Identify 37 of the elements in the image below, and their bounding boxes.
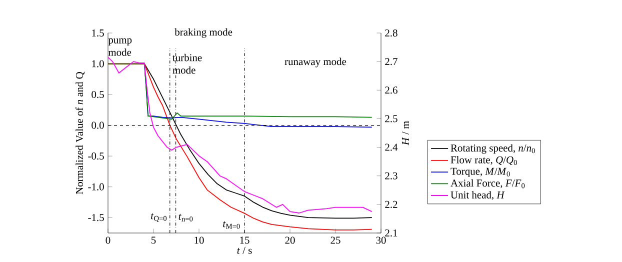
y2-tick-label: 2.6 <box>385 86 398 94</box>
annotation: t$_{n=0}$ <box>178 214 193 222</box>
x-tick-label: 10 <box>194 236 204 244</box>
y-tick-label: -0.5 <box>88 152 104 160</box>
annotation: braking mode <box>174 28 232 38</box>
x-tick-label: 30 <box>376 236 386 244</box>
y-axis-title: Normalized Value of n and Q <box>76 72 85 194</box>
legend-label: Flow rate, Q/Q$_{0}$ <box>450 156 517 165</box>
annotation: t$_{M=0}$ <box>223 221 240 229</box>
y2-axis-title: H / m <box>402 121 409 146</box>
y2-tick-label: 2.7 <box>385 58 398 66</box>
legend-label: Axial Force, F/F$_{0}$ <box>450 179 525 188</box>
x-axis-title: t / s <box>237 246 252 254</box>
x-tick-label: 20 <box>285 236 295 244</box>
y2-tick-label: 2.8 <box>385 29 398 37</box>
y2-tick-label: 2.1 <box>385 229 398 237</box>
annotation: runaway mode <box>284 58 346 68</box>
x-tick-label: 0 <box>106 236 110 244</box>
legend-label: Unit head, H <box>450 191 505 200</box>
legend-label: Rotating speed, n/n$_{0}$ <box>450 144 535 154</box>
x-tick-label: 15 <box>240 236 250 244</box>
x-tick-label: 5 <box>151 236 156 244</box>
y2-tick-label: 2.5 <box>385 115 398 122</box>
annotation: pump mode <box>108 38 132 56</box>
x-tick-label: 25 <box>330 236 340 244</box>
y2-tick-label: 2.2 <box>385 200 398 208</box>
y-tick-label: -1.5 <box>88 214 104 222</box>
y-tick-label: 0.5 <box>92 90 104 98</box>
y2-tick-label: 2.3 <box>385 172 398 180</box>
y-tick-label: -1.0 <box>88 183 104 190</box>
y-tick-label: 1.5 <box>92 29 104 37</box>
y2-tick-label: 2.4 <box>385 144 398 151</box>
annotation: turbine mode <box>172 54 202 74</box>
annotation: t$_{Q=0}$ <box>151 213 167 222</box>
legend-label: Torque, M/M$_{0}$ <box>450 168 510 177</box>
y-tick-label: 0.0 <box>92 122 104 129</box>
y-tick-label: 1.0 <box>92 60 104 68</box>
